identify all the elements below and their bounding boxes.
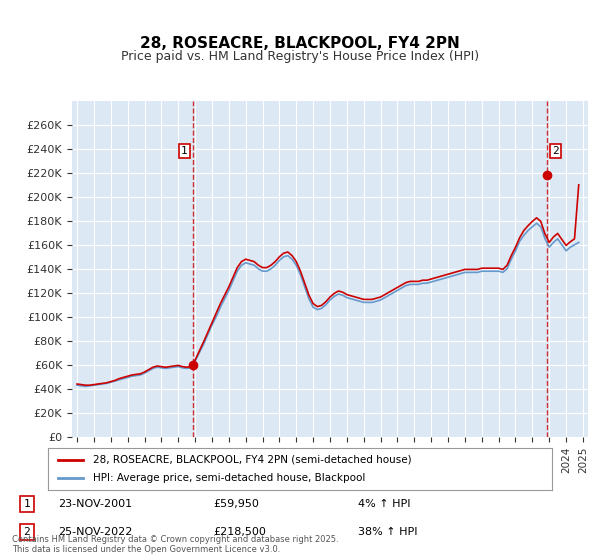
- Text: 2: 2: [23, 527, 30, 537]
- Text: 38% ↑ HPI: 38% ↑ HPI: [358, 527, 417, 537]
- Text: 28, ROSEACRE, BLACKPOOL, FY4 2PN: 28, ROSEACRE, BLACKPOOL, FY4 2PN: [140, 36, 460, 52]
- Text: 1: 1: [181, 146, 188, 156]
- Text: 23-NOV-2001: 23-NOV-2001: [58, 499, 132, 509]
- Text: Price paid vs. HM Land Registry's House Price Index (HPI): Price paid vs. HM Land Registry's House …: [121, 50, 479, 63]
- Text: £218,500: £218,500: [214, 527, 266, 537]
- Text: Contains HM Land Registry data © Crown copyright and database right 2025.
This d: Contains HM Land Registry data © Crown c…: [12, 535, 338, 554]
- Text: 25-NOV-2022: 25-NOV-2022: [58, 527, 133, 537]
- Text: 4% ↑ HPI: 4% ↑ HPI: [358, 499, 410, 509]
- Text: 2: 2: [552, 146, 559, 156]
- Text: £59,950: £59,950: [214, 499, 259, 509]
- Text: 28, ROSEACRE, BLACKPOOL, FY4 2PN (semi-detached house): 28, ROSEACRE, BLACKPOOL, FY4 2PN (semi-d…: [94, 455, 412, 465]
- Text: 1: 1: [23, 499, 30, 509]
- Text: HPI: Average price, semi-detached house, Blackpool: HPI: Average price, semi-detached house,…: [94, 473, 366, 483]
